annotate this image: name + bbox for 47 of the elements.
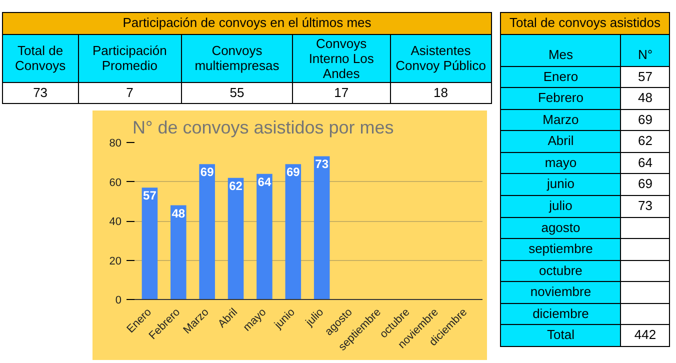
text: 73 <box>620 195 670 217</box>
category-label: Marzo <box>542 112 579 127</box>
y-tick-label: 40 <box>109 216 122 228</box>
category-label: noviembre <box>530 284 592 300</box>
category-label: julio <box>549 198 572 213</box>
text: Participación de convoys en el últimos mes <box>2 12 492 34</box>
data-label: 73 <box>315 157 329 172</box>
text: 64 <box>620 152 670 174</box>
data-label: 69 <box>200 165 214 180</box>
y-tick-label: 20 <box>109 255 122 268</box>
text: 69 <box>620 109 670 131</box>
text: Total de convoys asistidos <box>500 12 670 34</box>
text: Asistentes Convoy Público <box>390 34 492 82</box>
category-label: octubre <box>539 262 582 278</box>
data-label: 69 <box>286 165 300 180</box>
data-label: 57 <box>143 188 157 203</box>
text: 18 <box>390 82 492 104</box>
data-label: 48 <box>172 206 186 220</box>
category-label: Enero <box>543 68 578 84</box>
data-label: 64 <box>258 174 272 189</box>
category-label: septiembre <box>528 241 593 256</box>
y-tick-label: 0 <box>115 294 122 306</box>
text: 48 <box>620 88 670 110</box>
category-label: Abril <box>548 133 574 148</box>
text: 17 <box>292 82 390 104</box>
y-tick-label: 80 <box>109 138 122 150</box>
category-label: agosto <box>541 220 580 234</box>
text: Participación Promedio <box>78 34 182 82</box>
y-tick-label: 60 <box>109 176 122 189</box>
text: 69 <box>620 174 670 196</box>
data-label: 62 <box>229 178 243 193</box>
text: Total <box>500 324 621 346</box>
text: 62 <box>620 130 670 152</box>
text: Total de Convoys <box>2 34 78 82</box>
text: 7 <box>78 82 182 104</box>
category-label: junio <box>547 176 574 192</box>
chart-title: N° de convoys asistidos por mes <box>132 118 394 138</box>
text: Convoys multiempresas <box>181 34 293 82</box>
text: N° <box>620 34 670 66</box>
category-label: Febrero <box>538 90 584 106</box>
text: 442 <box>620 324 670 346</box>
text: 55 <box>181 82 293 104</box>
text: Convoys Interno Los Andes <box>292 34 390 82</box>
text: Mes <box>500 34 621 66</box>
text: 57 <box>620 66 670 88</box>
text: 73 <box>2 82 78 104</box>
category-label: mayo <box>544 154 577 170</box>
